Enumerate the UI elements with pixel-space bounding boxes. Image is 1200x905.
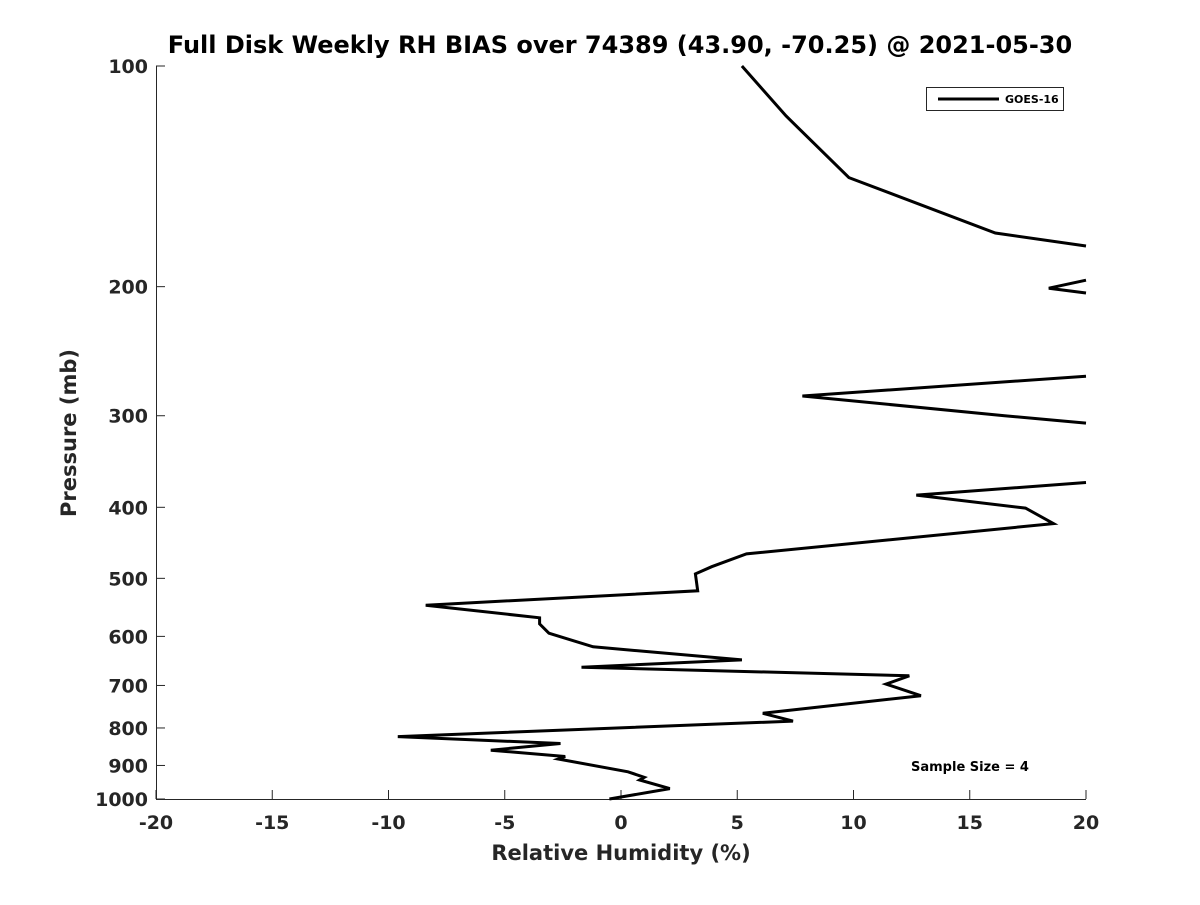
x-tick-label: -10 (371, 812, 405, 834)
y-tick-label: 100 (108, 56, 148, 78)
y-tick-label: 600 (108, 626, 148, 648)
y-tick-label: 700 (108, 675, 148, 697)
y-tick-label: 500 (108, 568, 148, 590)
x-tick-label: 20 (1073, 812, 1099, 834)
y-tick-label: 1000 (95, 789, 148, 811)
x-tick-label: 10 (840, 812, 866, 834)
chart-title: Full Disk Weekly RH BIAS over 74389 (43.… (168, 31, 1072, 59)
x-axis-title: Relative Humidity (%) (491, 841, 750, 865)
legend: GOES-16 (926, 87, 1064, 111)
y-tick-label: 800 (108, 718, 148, 740)
y-axis-title: Pressure (mb) (57, 349, 81, 517)
legend-label-goes-16: GOES-16 (1005, 93, 1059, 106)
y-axis-ticks: 100 200 300 400 500 600 700 800 900 1000 (95, 56, 165, 811)
sample-size-annotation: Sample Size = 4 (911, 760, 1029, 775)
y-tick-label: 200 (108, 277, 148, 299)
y-tick-label: 300 (108, 406, 148, 428)
axes-frame (156, 66, 1086, 800)
series-group (397, 65, 1087, 801)
x-tick-label: -5 (494, 812, 515, 834)
y-tick-label: 900 (108, 755, 148, 777)
series-line-goes-16 (397, 65, 1087, 801)
x-tick-label: 0 (614, 812, 627, 834)
y-tick-label: 400 (108, 497, 148, 519)
x-tick-label: -20 (139, 812, 173, 834)
x-tick-label: 5 (731, 812, 744, 834)
x-axis-ticks: -20 -15 -10 -5 0 5 10 15 20 (139, 790, 1099, 834)
x-tick-label: 15 (957, 812, 983, 834)
x-tick-label: -15 (255, 812, 289, 834)
